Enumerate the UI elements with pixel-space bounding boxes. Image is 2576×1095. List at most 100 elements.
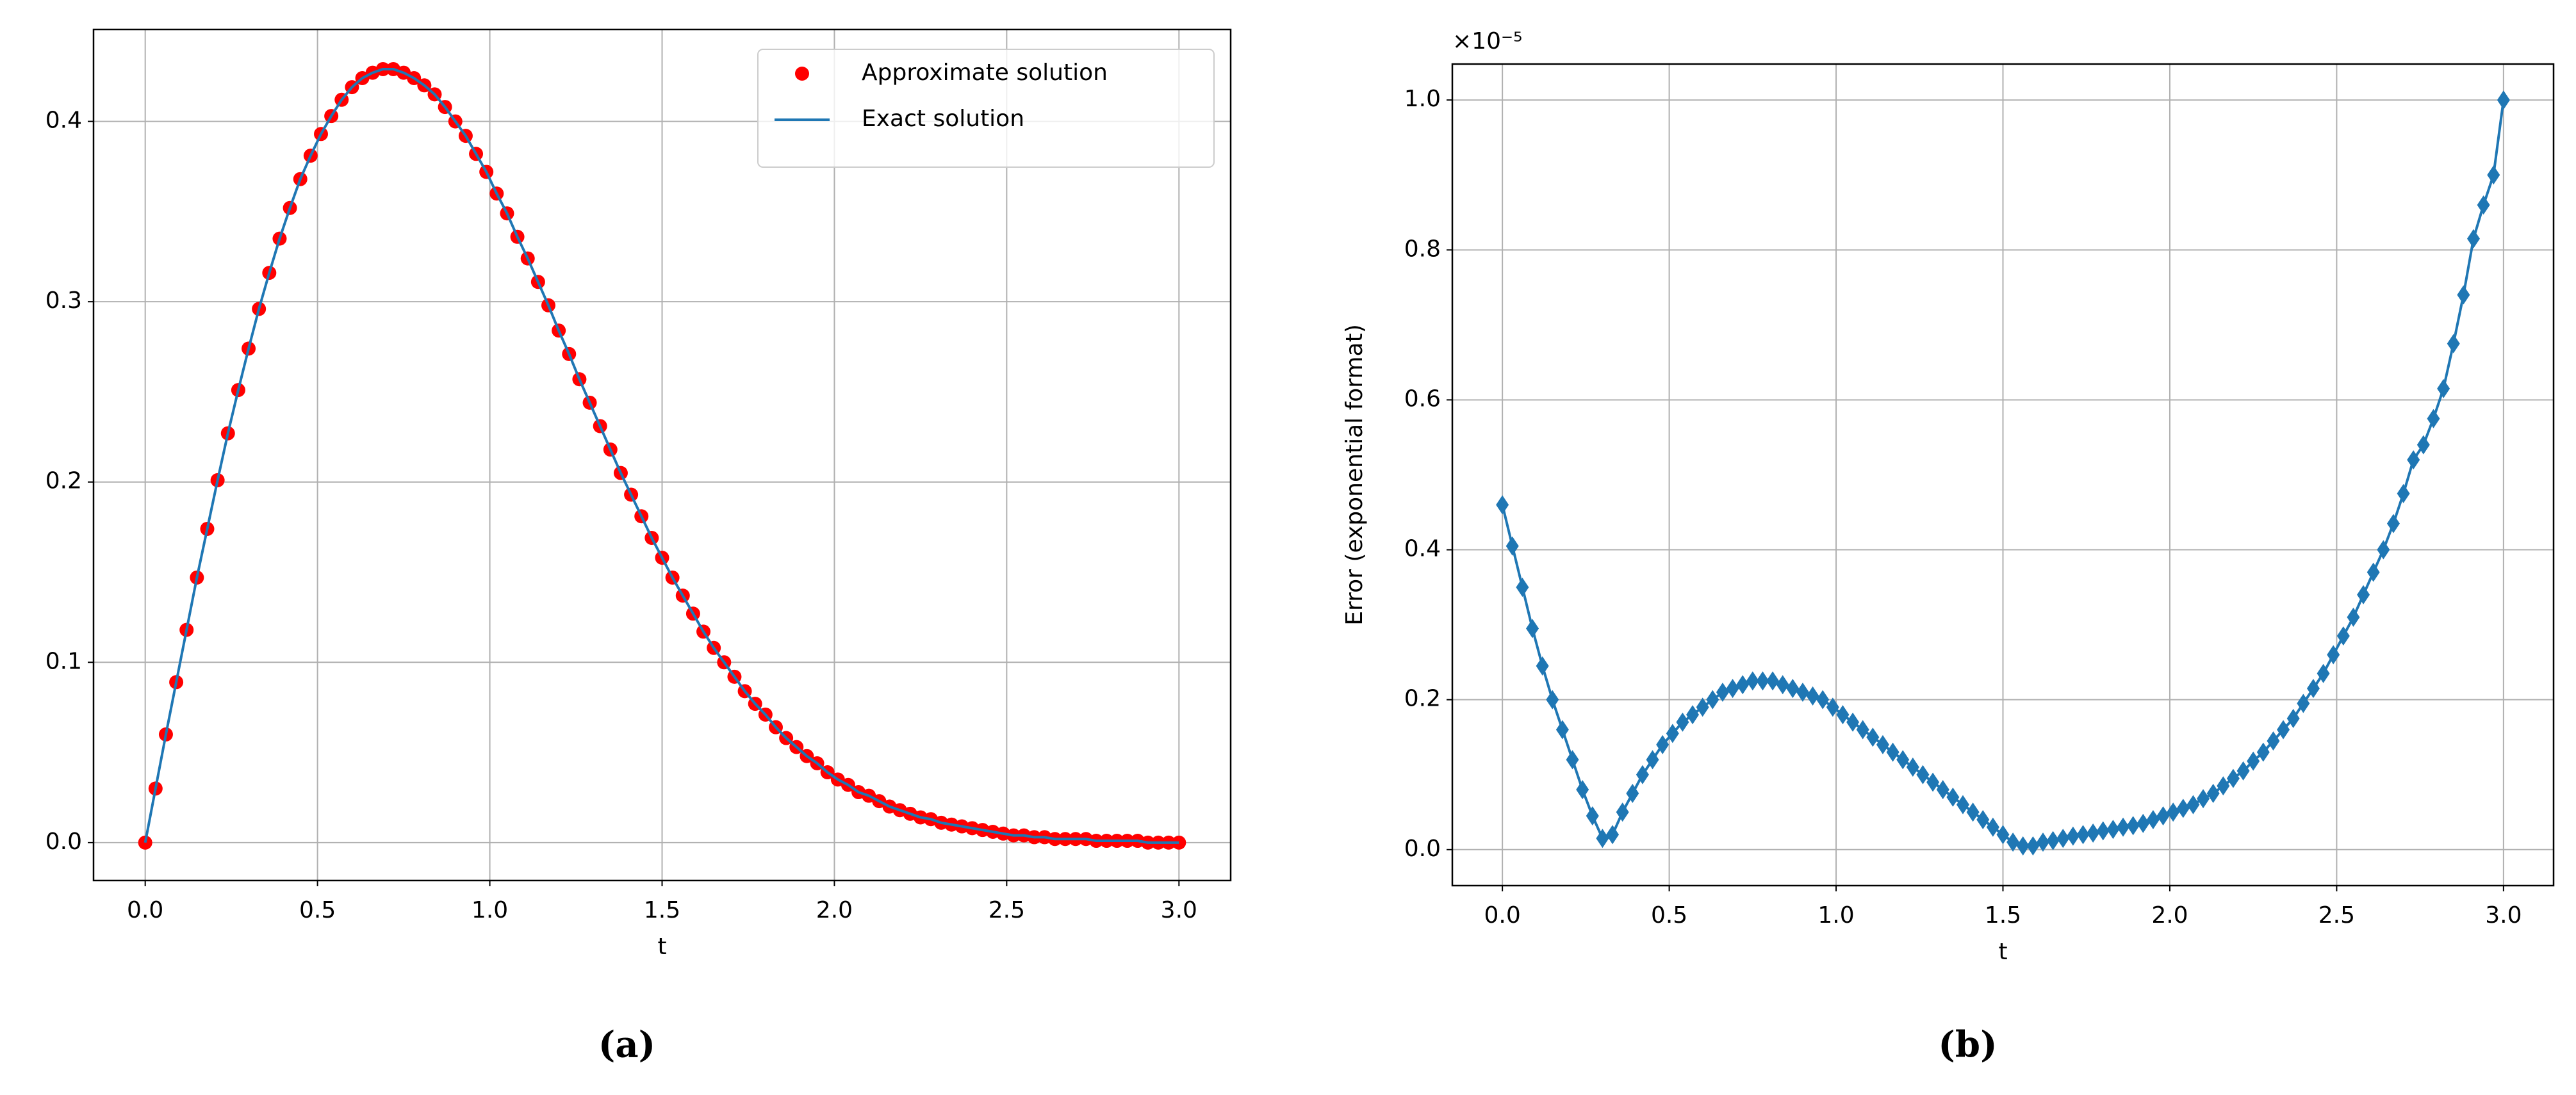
point	[1555, 720, 1569, 740]
point	[1566, 750, 1579, 770]
point	[1856, 720, 1869, 740]
y-tick-label: 1.0	[1404, 86, 1441, 112]
x-tick-label: 0.5	[299, 897, 336, 923]
y-tick-label: 0.8	[1404, 236, 1441, 262]
caption: (a)	[598, 1024, 655, 1066]
point	[2336, 626, 2350, 646]
point	[1986, 817, 1999, 837]
point	[1546, 690, 1559, 710]
point	[2247, 751, 2260, 771]
point	[2317, 663, 2330, 683]
legend-label: Exact solution	[862, 106, 1024, 132]
caption: (b)	[1938, 1024, 1997, 1066]
point	[1666, 724, 1679, 743]
point	[1816, 690, 1830, 710]
point	[2117, 817, 2130, 837]
point	[2186, 795, 2200, 815]
series-line	[144, 67, 1179, 844]
point	[1766, 671, 1780, 691]
point	[1756, 671, 1769, 691]
point	[2256, 742, 2270, 762]
point	[2026, 836, 2040, 856]
y-tick-label: 0.3	[45, 288, 82, 314]
point	[2416, 435, 2430, 455]
point	[1826, 697, 1839, 717]
point	[2357, 585, 2370, 604]
point	[1505, 536, 1519, 556]
point	[2056, 829, 2070, 848]
point	[1616, 802, 1629, 822]
y-tick-label: 0.0	[45, 829, 82, 855]
y-tick-label: 0.0	[1404, 836, 1441, 862]
point	[1796, 682, 1809, 702]
point	[2217, 776, 2230, 796]
point	[1636, 765, 1649, 784]
plot: 0.0 0.5 1.0 1.5 2.0 2.5 3.0 0.0 0.1 0.2 0.3 0.4 t (a)…	[45, 28, 1232, 1066]
point	[1926, 772, 1940, 792]
point	[2386, 514, 2400, 533]
point	[1906, 758, 1919, 777]
point	[2407, 450, 2420, 470]
point	[2327, 645, 2340, 665]
point	[2156, 806, 2170, 826]
point	[2096, 821, 2110, 841]
point	[2297, 694, 2310, 713]
point	[2226, 768, 2240, 788]
point	[1946, 787, 1960, 807]
point	[1956, 795, 1969, 815]
y-tick-label: 0.2	[1404, 686, 1441, 712]
point	[2037, 832, 2050, 852]
point	[2397, 483, 2410, 503]
point	[2367, 562, 2380, 582]
x-tick-label: 1.0	[1817, 902, 1854, 929]
point	[1746, 671, 1759, 691]
point	[2487, 165, 2500, 185]
point	[2236, 761, 2250, 781]
point	[1536, 656, 1549, 676]
point	[2076, 825, 2090, 845]
x-axis-label: t	[657, 934, 666, 960]
point	[2126, 816, 2140, 836]
point	[1586, 806, 1599, 826]
point	[2197, 789, 2210, 809]
point	[1686, 705, 1700, 725]
point	[2087, 823, 2100, 843]
x-tick-label: 2.5	[989, 897, 1025, 923]
point	[2176, 799, 2190, 818]
point	[2167, 802, 2180, 822]
point	[1916, 765, 1930, 784]
legend: Approximate solution Exact solution	[757, 49, 1215, 168]
y-tick-label: 0.4	[1404, 536, 1441, 562]
offset-text: ×10⁻⁵	[1452, 28, 1522, 54]
point	[2427, 409, 2440, 428]
y-tick-label: 0.6	[1404, 385, 1441, 412]
point	[2306, 679, 2320, 699]
x-tick-label: 0.0	[1484, 902, 1521, 929]
point	[2437, 378, 2450, 398]
point	[2277, 720, 2290, 740]
point	[1846, 712, 1860, 732]
point	[1876, 734, 1889, 754]
point	[1516, 578, 1529, 597]
point	[1676, 712, 1689, 732]
point	[1526, 619, 1539, 638]
x-tick-label: 3.0	[1161, 897, 1197, 923]
legend-box	[757, 49, 1215, 168]
point	[2206, 784, 2220, 804]
y-tick-label: 0.2	[45, 468, 82, 494]
point	[1696, 697, 1709, 717]
point	[2466, 229, 2480, 248]
point	[1896, 750, 1910, 770]
point	[2497, 90, 2510, 110]
x-tick-label: 3.0	[2485, 902, 2522, 929]
axes-frame	[1451, 63, 2555, 887]
point	[1936, 780, 1949, 800]
x-tick-label: 1.5	[644, 897, 680, 923]
point	[1496, 495, 1509, 515]
x-tick-label: 2.5	[2318, 902, 2355, 929]
point	[2457, 285, 2470, 305]
point	[2066, 826, 2080, 846]
plot: 0.0 0.5 1.0 1.5 2.0 2.5 3.0 0.0 0.2 0.4 0.6 0.8 1.0 t…	[1341, 28, 2555, 1066]
point	[2286, 708, 2300, 728]
point	[2106, 820, 2120, 840]
